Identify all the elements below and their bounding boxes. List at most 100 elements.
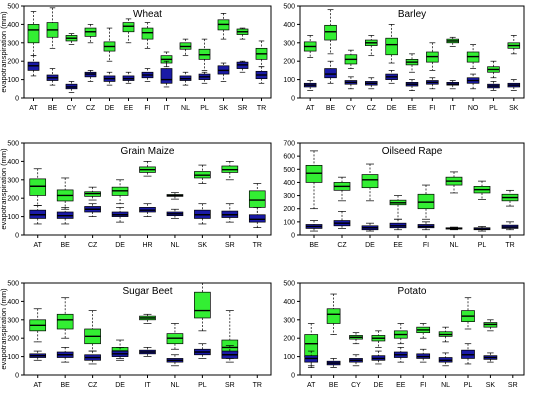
blue-box <box>221 203 239 223</box>
green-box <box>349 332 363 345</box>
box-body <box>361 174 379 189</box>
y-tick-label: 600 <box>283 154 295 161</box>
blue-box <box>27 55 40 77</box>
x-tick-label: PL <box>489 105 498 112</box>
blue-box <box>326 358 341 368</box>
y-tick-label: 400 <box>7 22 19 29</box>
x-tick-label: SK <box>198 242 208 249</box>
green-box <box>84 24 97 44</box>
x-tick-label: AT <box>307 382 316 389</box>
blue-box <box>179 71 192 86</box>
green-box <box>46 7 59 49</box>
box-body <box>326 308 341 324</box>
blue-box <box>217 62 230 82</box>
y-tick-label: 400 <box>283 299 295 306</box>
green-box <box>179 38 192 57</box>
box-body <box>385 37 398 56</box>
x-tick-label: DE <box>365 242 375 249</box>
blue-box <box>194 343 211 359</box>
blue-box <box>248 207 266 228</box>
y-tick-label: 400 <box>7 299 19 306</box>
chart-title: Grain Maize <box>121 146 175 157</box>
blue-box <box>84 350 101 365</box>
x-tick-label: TR <box>257 105 266 112</box>
x-tick-label: EE <box>393 242 403 249</box>
green-box <box>361 163 379 202</box>
x-tick-label: AT <box>34 242 43 249</box>
green-box <box>194 164 211 184</box>
green-box <box>483 319 498 332</box>
box-body <box>194 291 211 319</box>
y-tick-label: 500 <box>283 281 295 288</box>
green-box <box>501 189 519 207</box>
blue-box <box>389 218 407 231</box>
panel-4: Sugar Beet 0 100 200 300 400 500evapotranspira… <box>0 281 272 389</box>
y-tick-label: 500 <box>7 4 19 11</box>
x-tick-label: PL <box>478 242 487 249</box>
blue-box <box>122 71 135 84</box>
green-box <box>103 27 116 62</box>
green-box <box>84 310 101 352</box>
x-tick-label: SR <box>225 382 235 389</box>
blue-box <box>416 348 431 363</box>
x-tick-label: NL <box>170 242 179 249</box>
x-tick-label: EE <box>396 382 406 389</box>
x-tick-label: SR <box>238 105 248 112</box>
plot-frame <box>299 142 525 236</box>
green-box <box>248 183 266 219</box>
x-tick-label: FI <box>423 242 429 249</box>
x-tick-label: CY <box>67 105 77 112</box>
green-box <box>461 297 475 330</box>
y-tick-label: 400 <box>283 180 295 187</box>
box-body <box>324 68 337 79</box>
blue-box <box>304 350 319 368</box>
x-tick-label: BE <box>329 382 339 389</box>
blue-box <box>333 210 351 229</box>
blue-box <box>56 207 74 225</box>
blue-box <box>466 73 480 90</box>
green-box <box>29 308 47 343</box>
x-tick-label: BE <box>60 382 70 389</box>
blue-box <box>29 350 47 361</box>
blue-box <box>365 77 378 90</box>
blue-box <box>446 80 459 90</box>
green-box <box>65 33 78 45</box>
green-box <box>139 313 156 324</box>
green-box <box>122 18 135 44</box>
y-tick-label: 100 <box>283 354 295 361</box>
box-body <box>141 27 154 40</box>
x-tick-label: SK <box>486 382 496 389</box>
blue-box <box>303 80 317 91</box>
green-box <box>446 36 459 47</box>
green-box <box>344 49 358 69</box>
x-tick-label: NO <box>468 105 479 112</box>
green-box <box>333 176 351 202</box>
x-tick-label: TR <box>505 242 514 249</box>
box-body <box>27 24 40 44</box>
y-tick-label: 400 <box>7 159 19 166</box>
blue-box <box>84 203 101 217</box>
blue-box <box>405 79 419 91</box>
green-box <box>507 35 521 55</box>
green-box <box>324 9 337 55</box>
blue-box <box>461 343 475 365</box>
green-box <box>221 161 239 181</box>
y-tick-label: 400 <box>283 22 295 29</box>
x-tick-label: SR <box>508 382 518 389</box>
green-box <box>255 40 268 68</box>
y-tick-label: 0 <box>15 233 19 240</box>
green-box <box>194 282 211 332</box>
x-tick-label: SR <box>225 242 235 249</box>
green-box <box>217 13 230 40</box>
panel-5: Potato 0 100 200 300 400 500 AT BE CY DE EE FI NL PL SK… <box>283 281 525 389</box>
x-tick-label: EE <box>407 105 417 112</box>
x-tick-label: IT <box>450 105 457 112</box>
x-tick-label: FI <box>429 105 435 112</box>
blue-box <box>445 226 463 231</box>
y-tick-label: 200 <box>283 59 295 66</box>
box-body <box>122 22 135 33</box>
y-axis-label: evapotranspiration (mm) <box>0 11 8 93</box>
x-tick-label: BE <box>48 105 58 112</box>
y-tick-label: 0 <box>291 96 295 103</box>
x-tick-label: EE <box>124 105 134 112</box>
